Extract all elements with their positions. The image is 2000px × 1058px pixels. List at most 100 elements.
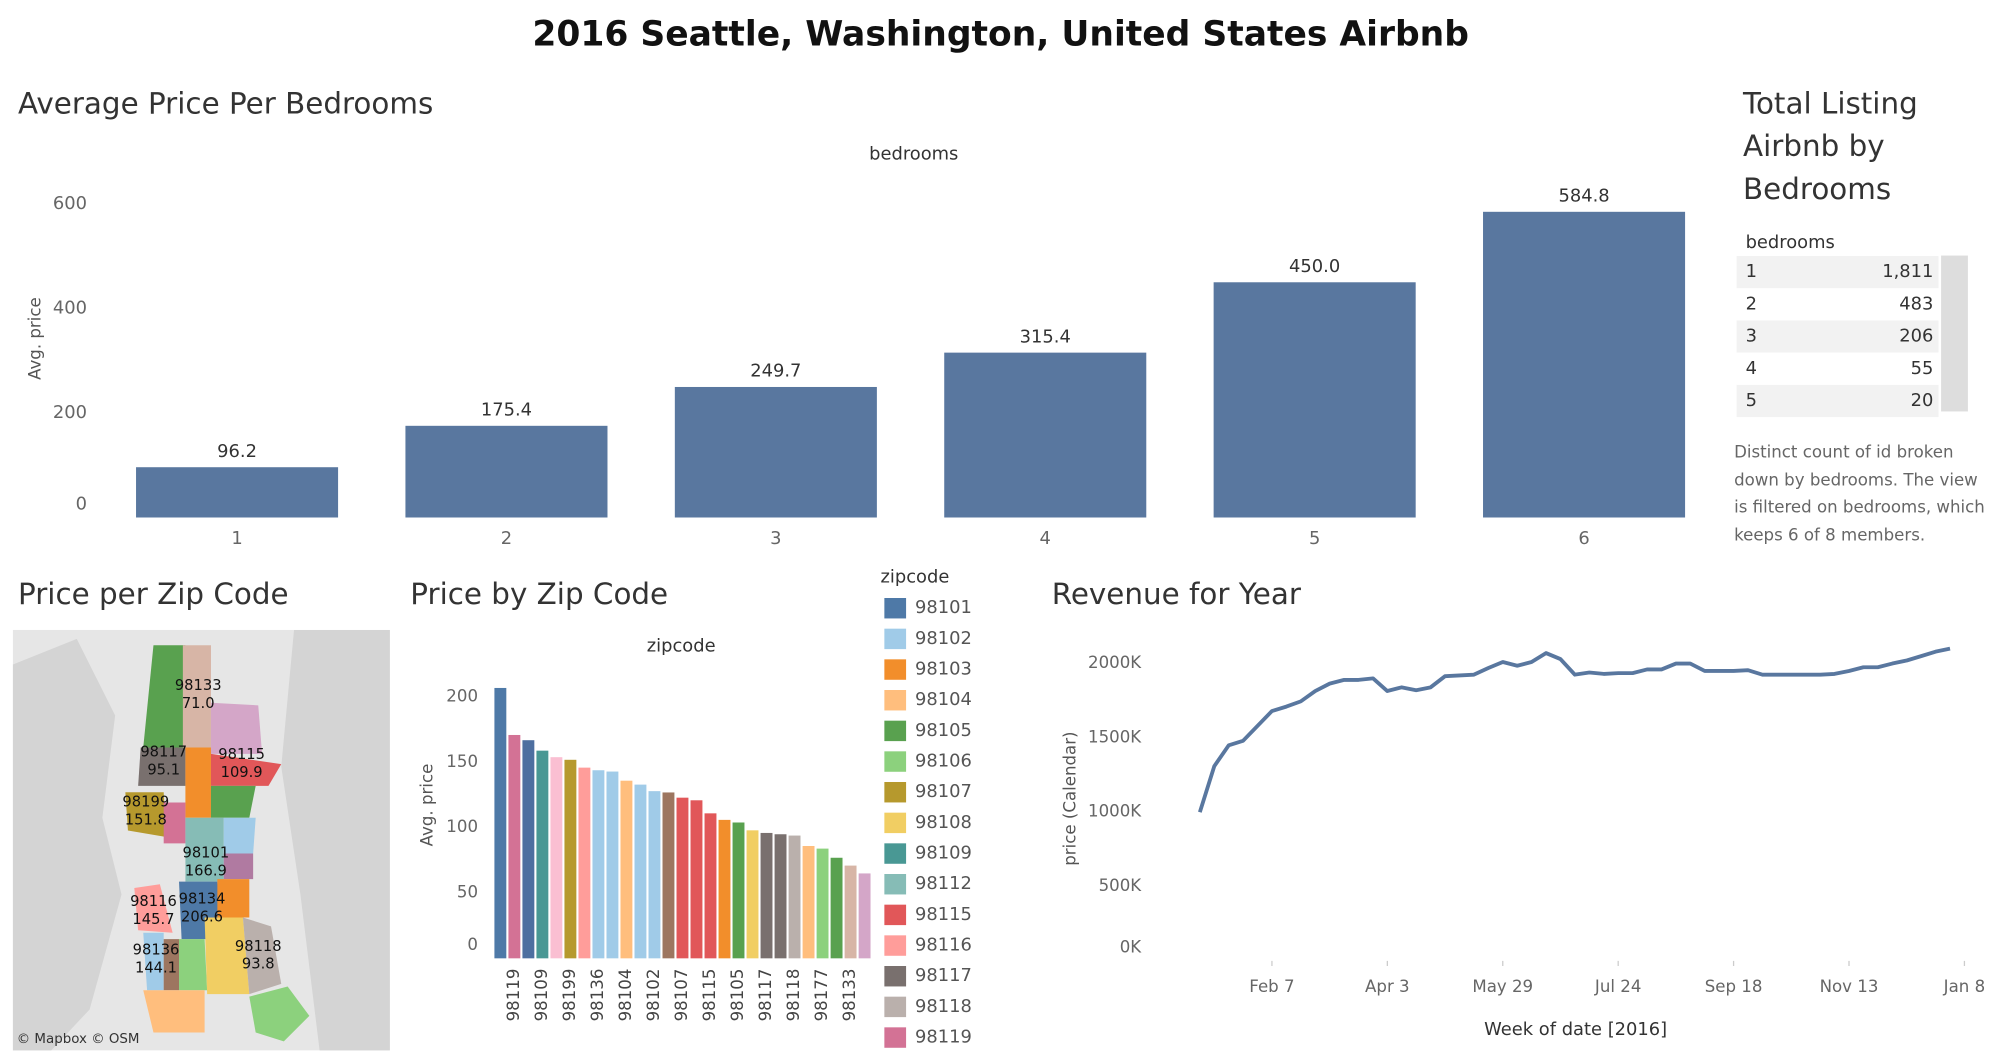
map-zip-label: 98134 (179, 891, 226, 908)
scrollbar (1941, 255, 1968, 412)
bar (1213, 282, 1416, 518)
line (1198, 646, 1951, 813)
bar (760, 832, 773, 959)
legend-label: 98101 (915, 597, 972, 618)
bar (858, 873, 871, 959)
legend-label: 98109 (915, 843, 972, 864)
y-axis-title: Avg. price (25, 297, 44, 380)
x-tick-label: 98105 (728, 969, 747, 1022)
x-tick-label: Feb 7 (1249, 977, 1294, 996)
y-tick-label: 500K (1099, 876, 1143, 895)
map-price-label: 71.0 (182, 695, 215, 712)
bar (405, 425, 608, 518)
data-label: 249.7 (750, 361, 801, 382)
legend-swatch (884, 659, 907, 680)
map-zip-label: 98116 (130, 893, 177, 910)
x-tick-label: 98109 (532, 969, 551, 1022)
legend-swatch (884, 598, 907, 619)
chart-title: Revenue for Year (1052, 577, 1302, 611)
bar (620, 780, 633, 959)
x-axis-title: bedrooms (869, 144, 958, 165)
table-cell: 2 (1746, 293, 1757, 314)
y-tick-label: 600 (53, 193, 87, 214)
table-caption-box: Distinct count of id broken down by bedr… (1734, 443, 1985, 545)
legend-label: 98112 (915, 873, 972, 894)
map-price-label: 109.9 (221, 764, 263, 781)
x-tick-label: 98107 (672, 969, 691, 1022)
zip-region (210, 785, 256, 818)
bar (494, 687, 507, 959)
data-label: 584.8 (1558, 185, 1609, 206)
data-label: 175.4 (481, 399, 532, 420)
bar (536, 750, 549, 959)
bar (564, 759, 577, 959)
legend-swatch (884, 1027, 907, 1048)
map-price-label: 206.6 (181, 908, 223, 925)
table-row (1736, 320, 1939, 353)
bar (136, 467, 339, 518)
y-axis-title: price (Calendar) (1060, 731, 1079, 865)
bar (746, 830, 759, 959)
zip-region (210, 753, 282, 786)
y-tick-label: 0K (1120, 938, 1143, 957)
x-tick-label: 98177 (812, 969, 831, 1022)
table-cell: 5 (1746, 390, 1757, 411)
zip-region (217, 879, 250, 918)
bar (592, 770, 605, 959)
dashboard-title: 2016 Seattle, Washington, United States … (532, 14, 1469, 54)
legend-label: 98117 (915, 965, 972, 986)
map-zip-label: 98118 (235, 938, 282, 955)
x-tick-label: Jul 24 (1594, 977, 1641, 996)
table-caption: Distinct count of id broken down by bedr… (1734, 443, 1985, 545)
x-tick-label: 98118 (784, 969, 803, 1022)
x-axis-title: Week of date [2016] (1484, 1019, 1667, 1040)
x-tick-label: 98119 (504, 969, 523, 1022)
y-tick-label: 2000K (1088, 653, 1142, 672)
legend-label: 98115 (915, 904, 972, 925)
table-title: Total Listing (1742, 86, 1918, 120)
legend-label: 98106 (915, 751, 972, 772)
map-price-label: 93.8 (242, 956, 275, 973)
x-tick-label: 1 (231, 528, 242, 549)
zip-region (223, 817, 256, 854)
x-tick-label: 98104 (616, 969, 635, 1022)
bar (522, 740, 535, 959)
x-tick-label: 98136 (588, 969, 607, 1022)
map-zip-label: 98199 (122, 793, 169, 810)
map-price-label: 166.9 (185, 862, 227, 879)
zip-region (125, 792, 167, 837)
map-zip-label: 98117 (140, 744, 187, 761)
table-cell: 4 (1746, 358, 1757, 379)
bar (578, 767, 591, 959)
legend-label: 98102 (915, 628, 972, 649)
table-cell: 20 (1911, 390, 1934, 411)
x-tick-label: 2 (501, 528, 512, 549)
table-cell: 206 (1899, 326, 1933, 347)
legend-label: 98107 (915, 781, 972, 802)
zip-region (143, 990, 205, 1033)
bar (944, 352, 1147, 518)
bar (676, 797, 689, 959)
legend-swatch (884, 996, 907, 1018)
bar (648, 791, 661, 959)
x-tick-label: Apr 3 (1365, 977, 1410, 996)
map-price-label: 144.1 (135, 960, 177, 977)
legend-label: 98119 (915, 1027, 972, 1048)
bar (1483, 211, 1686, 518)
x-tick-label: 98115 (700, 969, 719, 1022)
table-row (1736, 288, 1939, 321)
table-cell: 483 (1899, 293, 1933, 314)
map (12, 629, 390, 1051)
bar (844, 865, 857, 959)
x-tick-label: Nov 13 (1820, 977, 1879, 996)
map-zip-label: 98136 (133, 942, 180, 959)
map-price-label: 95.1 (147, 762, 180, 779)
data-label: 315.4 (1020, 326, 1071, 347)
land (12, 638, 122, 1051)
x-tick-label: 98102 (644, 969, 663, 1022)
y-tick-label: 1500K (1088, 727, 1142, 746)
bar (816, 848, 829, 959)
map-zip-label: 98115 (218, 746, 265, 763)
legend-swatch (884, 935, 907, 956)
